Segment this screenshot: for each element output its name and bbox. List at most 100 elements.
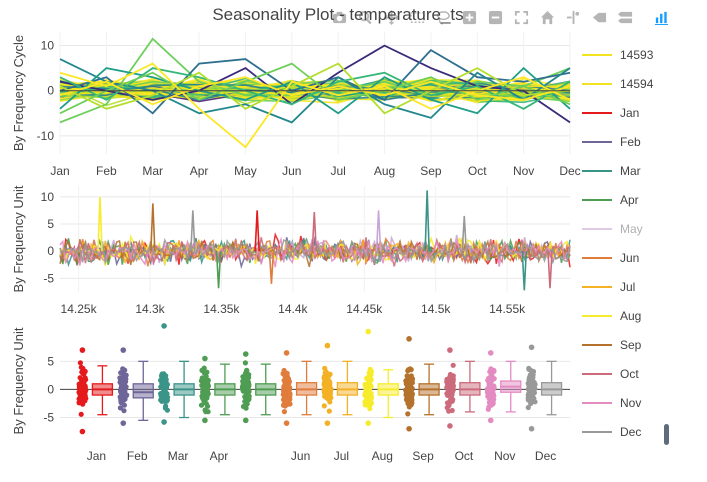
panel3-box-oct	[444, 347, 481, 429]
panel2-peak-spike	[97, 196, 103, 252]
panel3-point	[405, 367, 411, 373]
legend-item-sep[interactable]: Sep	[582, 338, 642, 352]
zoom-in-icon[interactable]	[458, 6, 480, 28]
panel2-series-line-nov	[59, 236, 571, 268]
panel2-peak-spike	[311, 212, 318, 252]
panel3-point	[404, 378, 410, 384]
panel3-point	[80, 401, 86, 407]
legend-label: Dec	[620, 425, 641, 439]
panel2-peak-spike	[190, 210, 196, 252]
panel3-point	[161, 371, 167, 377]
panel2-x-tick: 14.3k	[135, 302, 165, 316]
panel3-y-tick: 0	[47, 382, 54, 396]
hover-compare-icon[interactable]	[614, 6, 636, 28]
panel3-point	[201, 365, 207, 371]
panel3-box-jun	[280, 350, 318, 426]
panel3-box-dec	[525, 344, 563, 432]
legend-item-apr[interactable]: Apr	[582, 193, 639, 207]
panel3-point	[446, 390, 452, 396]
panel1-series-line-7	[59, 62, 571, 115]
zoom-icon[interactable]	[354, 6, 376, 28]
legend-item-14593[interactable]: 14593	[582, 48, 654, 62]
panel3-point-min	[283, 420, 290, 426]
spike-lines-icon[interactable]	[562, 6, 584, 28]
legend-item-dec[interactable]: Dec	[582, 425, 641, 439]
home-icon[interactable]	[536, 6, 558, 28]
panel3-point	[286, 390, 292, 396]
panel2-series-line-oct	[59, 237, 571, 267]
panel2-x-tick: 14.35k	[203, 302, 240, 316]
panel3-point	[120, 366, 126, 372]
lasso-icon[interactable]	[432, 6, 454, 28]
panel1-x-tick: Mar	[142, 164, 163, 178]
panel3-point-max	[283, 350, 290, 356]
panel3-point	[282, 383, 288, 389]
panel3-point	[448, 381, 454, 387]
panel3-point	[366, 370, 372, 376]
panel1-y-tick: 10	[41, 39, 55, 53]
panel3-point-min	[447, 423, 453, 429]
legend-item-mar[interactable]: Mar	[582, 164, 641, 178]
camera-icon[interactable]	[328, 6, 350, 28]
panel3-point	[526, 365, 532, 371]
panel3-point	[203, 409, 209, 415]
panel3-box-nov	[484, 350, 522, 424]
panel2-peak-spike	[254, 210, 260, 252]
panel3-x-tick: Jun	[291, 449, 310, 463]
panel2-series-line-mar	[59, 239, 571, 268]
panel3-point-max	[406, 336, 412, 342]
panel3-point	[242, 360, 248, 366]
panel2-peak-spike	[424, 190, 430, 252]
panel3-point-max	[324, 342, 331, 349]
plotly-logo-icon[interactable]	[650, 6, 672, 28]
panel3-point	[162, 389, 168, 395]
panel2-y-tick: 10	[41, 190, 55, 204]
panel3-point	[323, 371, 330, 377]
panel2-peak-spike	[375, 210, 382, 252]
panel3-point	[532, 381, 538, 388]
legend-item-14594[interactable]: 14594	[582, 77, 654, 91]
legend-item-aug[interactable]: Aug	[582, 309, 641, 323]
panel3-point	[363, 386, 369, 392]
zoom-out-icon[interactable]	[484, 6, 506, 28]
legend-item-jun[interactable]: Jun	[582, 251, 639, 265]
panel3-point	[164, 407, 170, 413]
panel3-point	[408, 402, 414, 408]
panel3-point-max	[487, 350, 494, 356]
pan-icon[interactable]	[380, 6, 402, 28]
chart-title: Seasonality Plot - temperature_ts	[212, 5, 463, 24]
legend-label: 14594	[620, 77, 654, 91]
legend-item-jul[interactable]: Jul	[582, 280, 635, 294]
panel1-series-line-3	[59, 58, 571, 124]
panel3-point	[326, 408, 332, 414]
panel3-point	[78, 364, 84, 370]
legend-label: Mar	[620, 164, 641, 178]
panel3-point-max	[242, 351, 249, 357]
autoscale-icon[interactable]	[510, 6, 532, 28]
panel3-point	[282, 397, 288, 403]
panel3-box-jan	[76, 347, 114, 435]
plot-modebar	[328, 6, 672, 28]
legend-item-feb[interactable]: Feb	[582, 135, 641, 149]
legend-item-oct[interactable]: Oct	[582, 367, 639, 381]
legend-item-nov[interactable]: Nov	[582, 396, 641, 410]
panel3-point	[406, 397, 412, 403]
panel3-point-min	[365, 420, 372, 426]
hover-closest-icon[interactable]	[588, 6, 610, 28]
panel3-point	[408, 373, 414, 379]
panel1-x-tick: Oct	[468, 164, 487, 178]
panel3-point	[240, 403, 247, 410]
panel1-series-line-6	[59, 62, 571, 115]
legend-item-jan[interactable]: Jan	[582, 106, 639, 120]
panel3-point	[286, 397, 292, 403]
legend-scrollbar[interactable]	[664, 424, 669, 445]
panel3-point	[405, 411, 411, 417]
panel3-point	[488, 366, 494, 372]
panel3-point	[364, 396, 370, 402]
panel3-box-mar	[158, 323, 195, 425]
legend-item-may[interactable]: May	[582, 222, 643, 236]
panel3-point	[198, 402, 205, 408]
panel2-x-tick: 14.45k	[346, 302, 383, 316]
panel2-peak-spike	[461, 215, 468, 252]
